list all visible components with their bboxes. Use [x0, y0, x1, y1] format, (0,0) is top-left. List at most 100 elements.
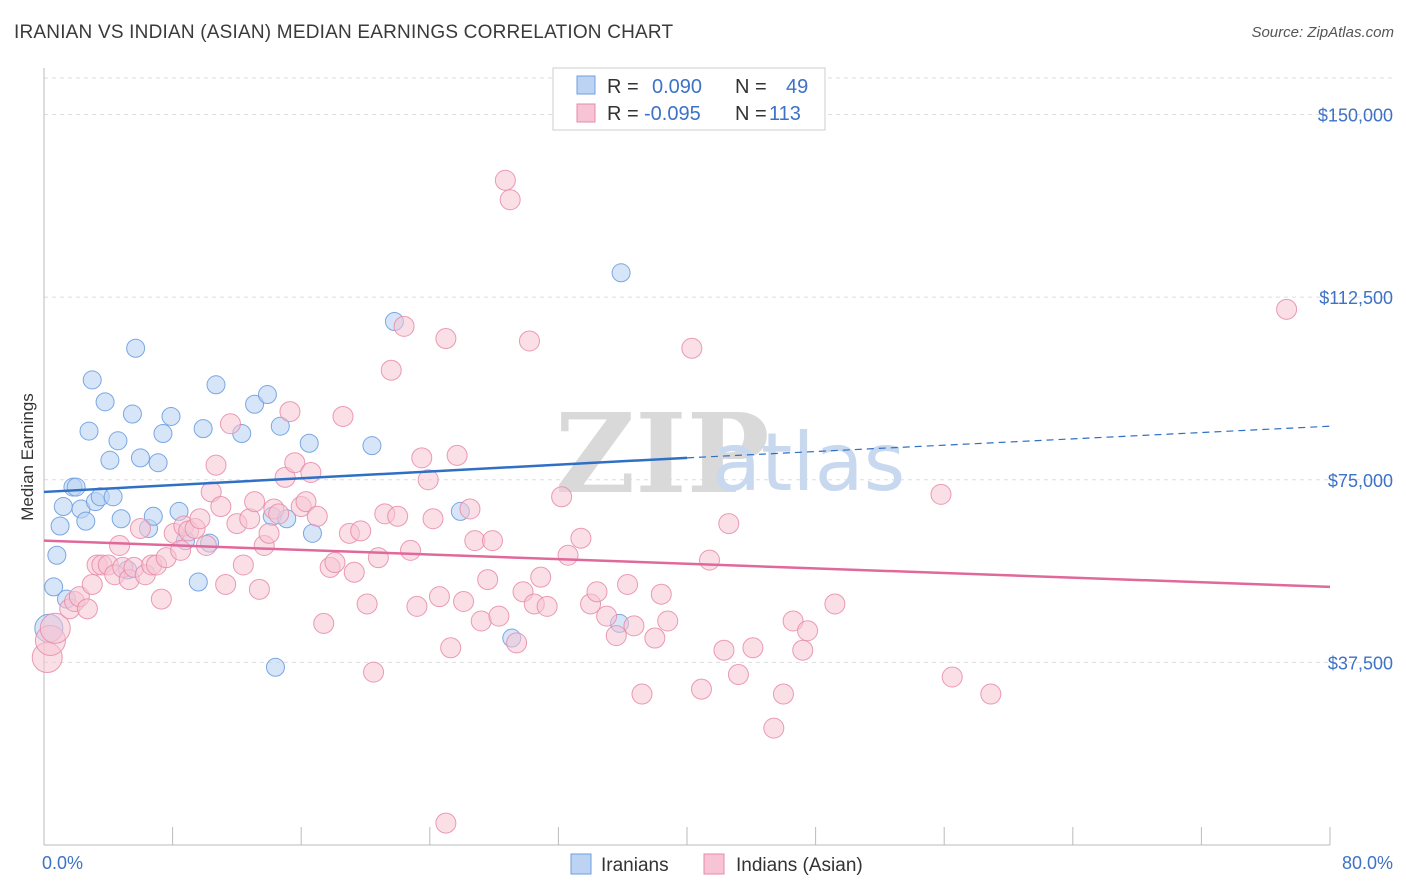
iranians-point [50, 516, 70, 536]
iranians-point [161, 406, 181, 426]
legend-box: R = 0.090 N = 49 R = -0.095 N = 113 [552, 67, 826, 131]
indians-point [631, 683, 653, 705]
indians-point [313, 612, 335, 634]
indians-point [464, 530, 486, 552]
chart-title: IRANIAN VS INDIAN (ASIAN) MEDIAN EARNING… [14, 22, 674, 43]
iranians-point [122, 404, 142, 424]
iranians-point [76, 511, 96, 531]
indians-point [428, 586, 450, 608]
indians-point [350, 520, 372, 542]
y-tick-150000: $150,000 [1318, 106, 1393, 126]
iranians-point [188, 572, 208, 592]
bottom-legend-iranians: Iranians [601, 855, 669, 876]
indians-point [356, 593, 378, 615]
indians-point [232, 554, 254, 576]
indians-point [440, 637, 462, 659]
x-tick-max: 80.0% [1342, 853, 1393, 873]
iranians-point [130, 448, 150, 468]
indians-point [596, 605, 618, 627]
y-tick-37500: $37,500 [1328, 653, 1393, 673]
legend-swatch-indians [576, 103, 596, 123]
indians-point [772, 683, 794, 705]
iranians-point [47, 545, 67, 565]
indians-point [129, 517, 151, 539]
indians-point [605, 625, 627, 647]
bottom-legend: Iranians Indians (Asian) [570, 853, 863, 876]
trend-lines [43, 425, 1331, 589]
iranians-point [126, 338, 146, 358]
indians-point [824, 593, 846, 615]
indians-point [248, 578, 270, 600]
bottom-legend-indians: Indians (Asian) [736, 855, 863, 876]
indians-point [189, 508, 211, 530]
indians-point [363, 661, 385, 683]
indians-point [332, 405, 354, 427]
iranians-point [53, 497, 73, 517]
indians-point [530, 566, 552, 588]
iranians-point [257, 385, 277, 405]
indians-point [109, 535, 131, 557]
indians-point [763, 717, 785, 739]
y-tick-112500: $112,500 [1319, 288, 1393, 308]
indians-point [435, 812, 457, 834]
indians-point [623, 615, 645, 637]
legend-r-value-1: 0.090 [652, 76, 702, 98]
iranians-point [245, 394, 265, 414]
legend-n-value-2: 113 [769, 103, 801, 125]
indians-point [422, 508, 444, 530]
source-label: Source: ZipAtlas.com [1251, 24, 1394, 41]
legend-r-value-2: -0.095 [644, 103, 701, 125]
axes [43, 68, 1331, 846]
iranians-point [299, 433, 319, 453]
indians-point [930, 483, 952, 505]
indians-point [477, 569, 499, 591]
iranians-point [103, 487, 123, 507]
indians-point [459, 498, 481, 520]
indians-point [617, 573, 639, 595]
indians-point [650, 583, 672, 605]
iranians-point [100, 450, 120, 470]
legend-n-label-1: N = [735, 76, 767, 98]
iranians-point [611, 263, 631, 283]
indians-point [205, 454, 227, 476]
indians-point [644, 627, 666, 649]
indians-point [481, 530, 503, 552]
indians-point [380, 359, 402, 381]
indians-point [488, 605, 510, 627]
indians-points [31, 169, 1298, 834]
iranians-point [108, 431, 128, 451]
indians-point [406, 595, 428, 617]
indians-point [570, 527, 592, 549]
indians-point [681, 337, 703, 359]
indians-point [306, 505, 328, 527]
indians-point [499, 189, 521, 211]
indians-point [244, 491, 266, 513]
indians-point [742, 637, 764, 659]
indians-point [393, 315, 415, 337]
indians-point [411, 447, 433, 469]
indians-point [690, 678, 712, 700]
indians-point [536, 595, 558, 617]
legend-n-label-2: N = [735, 103, 767, 125]
indians-point [506, 632, 528, 654]
bottom-legend-swatch-iranians [570, 853, 592, 875]
indians-point [417, 469, 439, 491]
indians-point [268, 503, 290, 525]
indians-point [782, 610, 804, 632]
watermark-atlas: atlas [712, 416, 905, 509]
indians-trend-line [43, 539, 1331, 589]
indians-point [343, 561, 365, 583]
indians-point [435, 328, 457, 350]
indians-point [274, 466, 296, 488]
iranians-point [148, 453, 168, 473]
iranians-point [153, 423, 173, 443]
indians-point [453, 591, 475, 613]
iranians-point [79, 421, 99, 441]
iranians-point [143, 506, 163, 526]
indians-point [324, 552, 346, 574]
indians-point [518, 330, 540, 352]
indians-point [797, 620, 819, 642]
iranians-point [111, 509, 131, 529]
indians-point [718, 513, 740, 535]
